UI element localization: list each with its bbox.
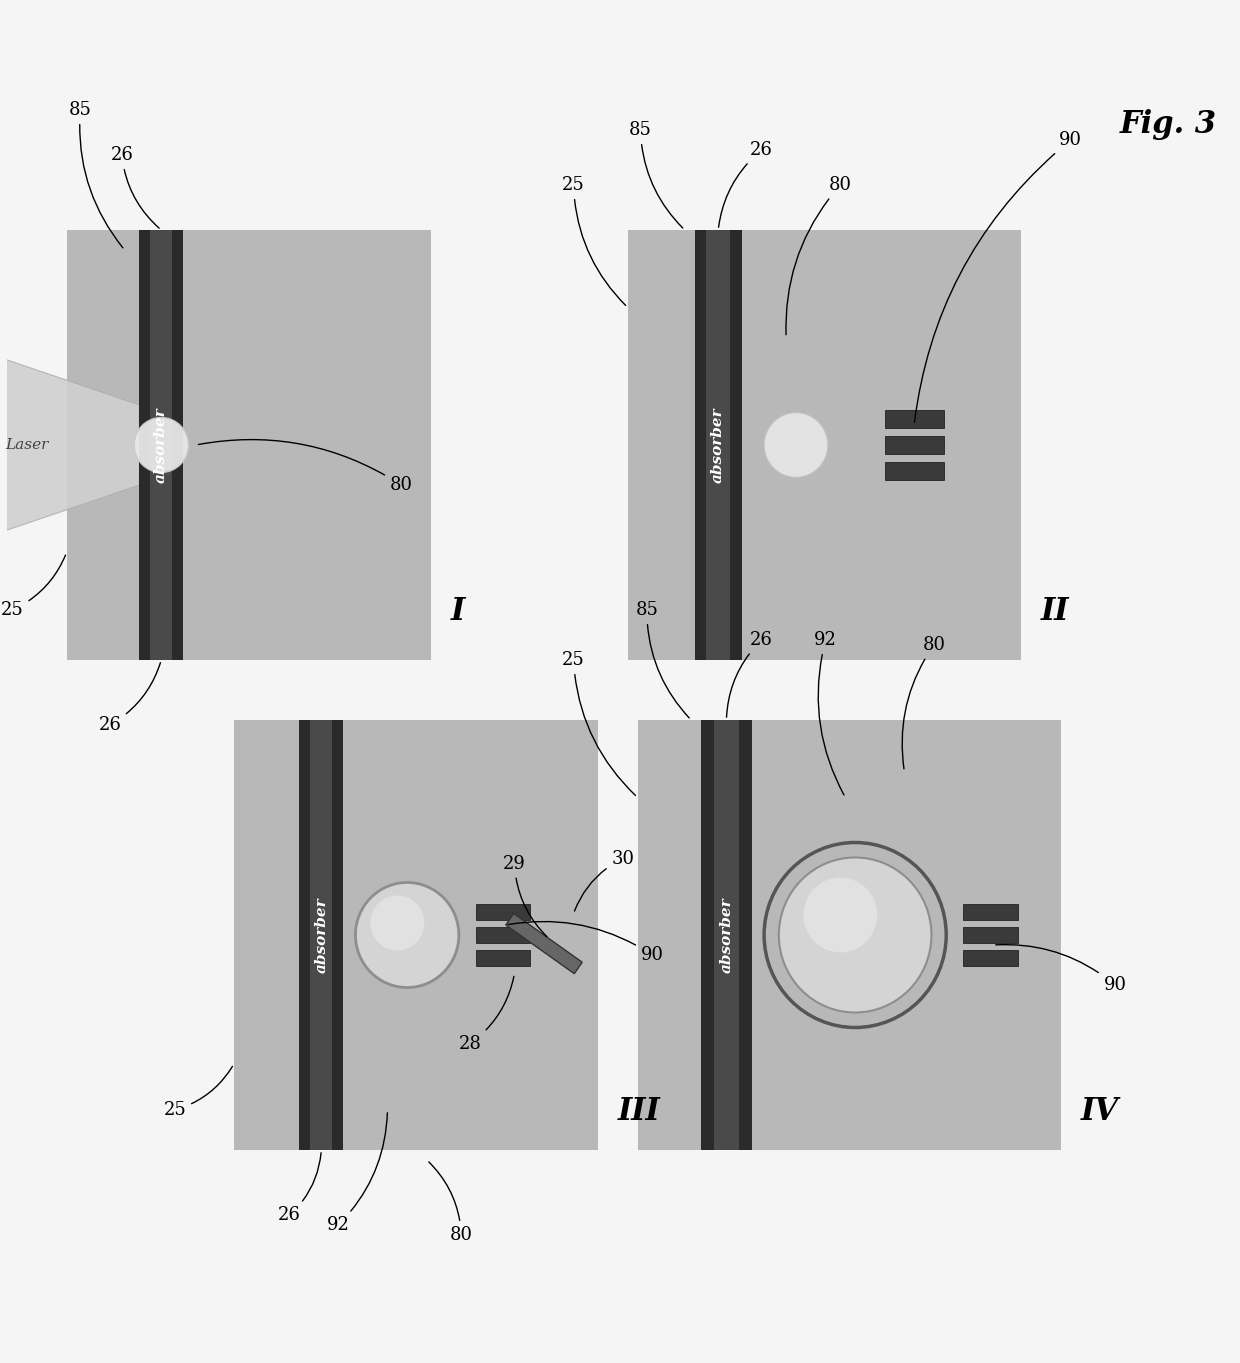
Text: IV: IV bbox=[1080, 1096, 1118, 1127]
Text: I: I bbox=[450, 596, 465, 627]
Polygon shape bbox=[506, 913, 583, 973]
Text: 80: 80 bbox=[198, 440, 413, 493]
Text: absorber: absorber bbox=[712, 408, 725, 483]
Text: absorber: absorber bbox=[154, 408, 169, 483]
Text: 26: 26 bbox=[110, 146, 159, 228]
Bar bbox=[637, 720, 1060, 1150]
Polygon shape bbox=[0, 350, 139, 540]
Ellipse shape bbox=[804, 878, 877, 953]
Text: 92: 92 bbox=[815, 631, 844, 795]
Bar bbox=[963, 927, 1018, 943]
Text: Laser: Laser bbox=[5, 438, 48, 453]
Text: 85: 85 bbox=[69, 101, 123, 248]
Bar bbox=[476, 904, 531, 920]
Ellipse shape bbox=[356, 882, 459, 988]
Bar bbox=[884, 436, 944, 454]
Text: 25: 25 bbox=[164, 1066, 232, 1119]
Text: 26: 26 bbox=[278, 1153, 321, 1224]
Text: absorber: absorber bbox=[314, 897, 329, 973]
Text: 80: 80 bbox=[903, 637, 945, 769]
Bar bbox=[694, 230, 742, 660]
Text: 26: 26 bbox=[727, 631, 773, 717]
Text: 80: 80 bbox=[786, 176, 852, 335]
Text: 85: 85 bbox=[635, 601, 689, 718]
Text: 25: 25 bbox=[562, 176, 626, 305]
Bar bbox=[714, 720, 739, 1150]
Bar bbox=[627, 230, 1022, 660]
Bar bbox=[707, 230, 730, 660]
Bar bbox=[300, 720, 343, 1150]
Ellipse shape bbox=[371, 895, 424, 950]
Text: 25: 25 bbox=[562, 652, 635, 796]
Ellipse shape bbox=[134, 417, 188, 473]
Bar bbox=[139, 230, 184, 660]
Text: III: III bbox=[618, 1096, 661, 1127]
Bar bbox=[884, 410, 944, 428]
Bar bbox=[234, 720, 598, 1150]
Text: 29: 29 bbox=[503, 855, 547, 936]
Bar bbox=[963, 950, 1018, 966]
Bar bbox=[884, 462, 944, 480]
Text: 25: 25 bbox=[1, 555, 66, 619]
Bar bbox=[476, 950, 531, 966]
Bar bbox=[963, 904, 1018, 920]
Bar bbox=[67, 230, 430, 660]
Text: 85: 85 bbox=[629, 121, 683, 228]
Text: Fig. 3: Fig. 3 bbox=[1120, 109, 1216, 140]
Bar bbox=[310, 720, 332, 1150]
Ellipse shape bbox=[764, 413, 828, 477]
Text: 26: 26 bbox=[718, 140, 773, 228]
Text: 92: 92 bbox=[327, 1112, 387, 1234]
Ellipse shape bbox=[779, 857, 931, 1013]
Text: absorber: absorber bbox=[719, 897, 733, 973]
Text: 90: 90 bbox=[996, 945, 1126, 994]
Text: II: II bbox=[1042, 596, 1070, 627]
Text: 90: 90 bbox=[508, 921, 663, 964]
Text: 80: 80 bbox=[429, 1161, 472, 1244]
Bar bbox=[150, 230, 172, 660]
Bar bbox=[701, 720, 751, 1150]
Text: 26: 26 bbox=[98, 662, 160, 735]
Bar bbox=[476, 927, 531, 943]
Text: 90: 90 bbox=[914, 131, 1083, 423]
Text: 30: 30 bbox=[574, 849, 634, 910]
Text: 28: 28 bbox=[459, 976, 513, 1052]
